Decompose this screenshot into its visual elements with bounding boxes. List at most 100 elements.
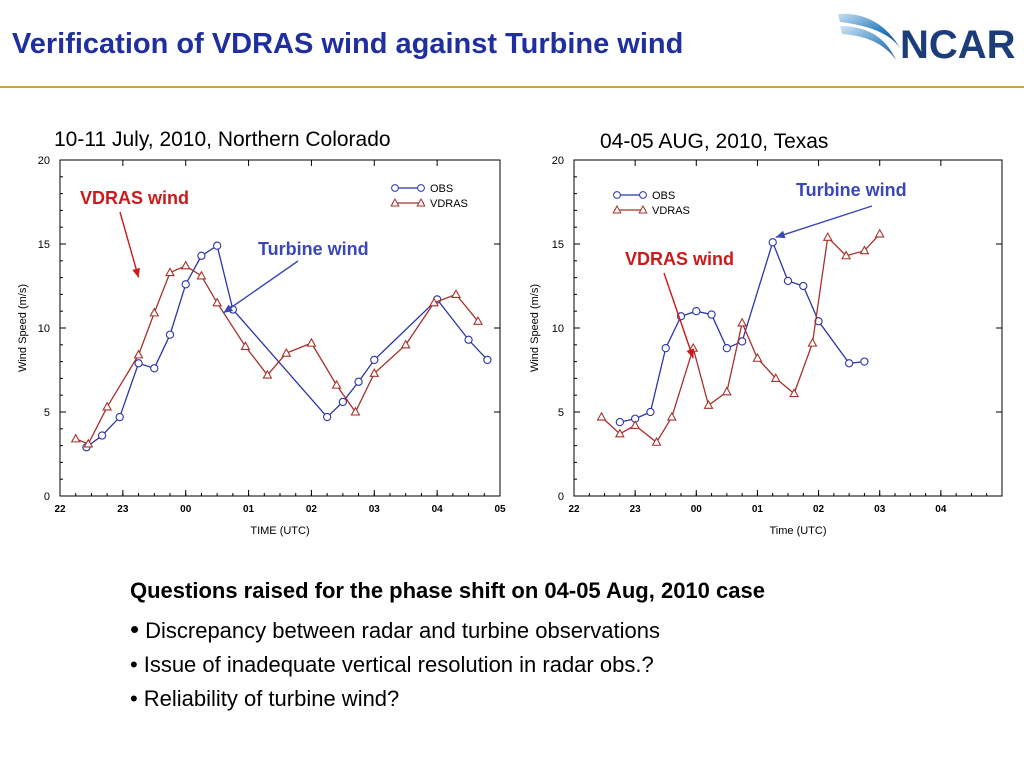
data-point-vdras [630, 420, 641, 429]
data-point-vdras [212, 297, 223, 307]
x-tick-label: 22 [54, 504, 66, 515]
data-point-obs [615, 417, 625, 427]
data-point-obs [844, 359, 854, 368]
header-rule [0, 86, 1024, 88]
x-tick-label: 03 [874, 504, 886, 515]
data-point-obs [134, 359, 143, 368]
annotation-arrow [223, 260, 299, 314]
annotation-label: Turbine wind [796, 180, 907, 200]
chart-panel-left: 0 5 10 15 20 22 23 00 01 02 03 04 05 TIME (UTC) Wind S… [0, 148, 512, 548]
data-point-vdras [281, 347, 292, 357]
legend-marker [613, 191, 621, 199]
x-tick-label: 23 [630, 504, 642, 515]
data-point-vdras [874, 228, 885, 238]
x-tick-label: 22 [568, 504, 580, 515]
data-point-vdras [721, 386, 732, 396]
y-axis-label: Wind Speed (m/s) [529, 284, 541, 372]
legend-marker [416, 197, 426, 207]
data-point-obs [150, 364, 159, 373]
data-point-vdras [770, 373, 781, 382]
x-tick-label: 05 [494, 504, 506, 515]
data-point-vdras [596, 411, 607, 421]
annotation-arrowhead [132, 267, 140, 278]
data-point-vdras [240, 341, 251, 351]
bullet: • [130, 686, 138, 711]
x-axis-label: TIME (UTC) [250, 525, 309, 537]
data-point-vdras [70, 433, 81, 443]
data-point-vdras [807, 337, 818, 347]
y-tick-label: 20 [552, 155, 564, 167]
questions-heading: Questions raised for the phase shift on … [130, 578, 765, 603]
legend-marker [417, 184, 425, 192]
y-tick-label: 5 [558, 407, 564, 419]
data-point-vdras [666, 411, 677, 421]
data-point-vdras [262, 369, 273, 379]
x-axis-label: Time (UTC) [769, 525, 826, 537]
legend-label: OBS [430, 183, 453, 195]
data-point-obs [483, 355, 492, 365]
annotation-arrow [663, 272, 694, 359]
x-tick-label: 01 [243, 504, 255, 515]
data-point-obs [338, 397, 348, 407]
question-item: • Reliability of turbine wind? [130, 686, 400, 711]
svg-text:NCAR: NCAR [900, 23, 1016, 67]
data-point-obs [354, 377, 363, 386]
annotation-arrowhead [686, 348, 695, 359]
data-point-obs [165, 330, 175, 339]
legend-label: VDRAS [652, 205, 690, 217]
y-tick-label: 15 [552, 239, 564, 251]
chart-subtitle-right: 04-05 AUG, 2010, Texas [600, 130, 829, 153]
y-tick-label: 0 [44, 491, 50, 503]
data-point-vdras [429, 297, 439, 307]
data-point-vdras [703, 399, 714, 409]
page-title: Verification of VDRAS wind against Turbi… [12, 28, 684, 60]
data-point-obs [799, 281, 808, 291]
annotation-label: VDRAS wind [80, 188, 189, 208]
data-point-vdras [473, 315, 483, 325]
data-point-vdras [350, 406, 361, 416]
annotation-label: Turbine wind [258, 239, 369, 259]
x-tick-label: 01 [752, 504, 764, 515]
y-tick-label: 10 [38, 323, 50, 335]
data-point-obs [370, 355, 379, 365]
data-point-obs [115, 412, 124, 422]
data-point-vdras [737, 317, 748, 327]
x-tick-label: 03 [369, 504, 381, 515]
data-point-vdras [83, 438, 94, 448]
data-point-obs [322, 412, 332, 422]
data-point-vdras [369, 368, 380, 377]
y-tick-label: 20 [38, 155, 50, 167]
series-line-obs [86, 244, 488, 448]
bullet: • [130, 652, 138, 677]
data-point-vdras [133, 349, 144, 359]
legend-label: OBS [652, 190, 675, 202]
data-point-vdras [451, 289, 461, 298]
y-tick-label: 10 [552, 323, 564, 335]
data-point-vdras [306, 337, 317, 347]
x-tick-label: 02 [813, 504, 825, 515]
data-point-obs [707, 310, 716, 319]
annotation-arrowhead [223, 304, 234, 313]
series-line-obs [619, 240, 865, 423]
data-point-vdras [789, 388, 800, 398]
x-tick-label: 00 [691, 504, 703, 515]
data-point-vdras [752, 352, 763, 362]
wind-chart-right: 0 5 10 15 20 22 23 00 01 02 03 04 Time (UTC) Wind Spe… [529, 155, 1003, 537]
legend-marker [639, 191, 647, 199]
legend-marker [391, 184, 399, 192]
data-point-obs [197, 251, 206, 260]
data-point-obs [783, 276, 793, 286]
questions-block: Questions raised for the phase shift on … [130, 578, 765, 716]
y-axis-label: Wind Speed (m/s) [17, 284, 29, 372]
data-point-vdras [400, 339, 411, 349]
y-tick-label: 15 [38, 239, 50, 251]
x-tick-label: 23 [117, 504, 129, 515]
x-tick-label: 04 [432, 504, 444, 515]
x-tick-label: 02 [306, 504, 318, 515]
data-point-vdras [859, 245, 870, 255]
data-point-obs [722, 344, 732, 353]
data-point-vdras [180, 260, 191, 270]
data-point-vdras [651, 436, 662, 446]
data-point-vdras [841, 250, 852, 260]
